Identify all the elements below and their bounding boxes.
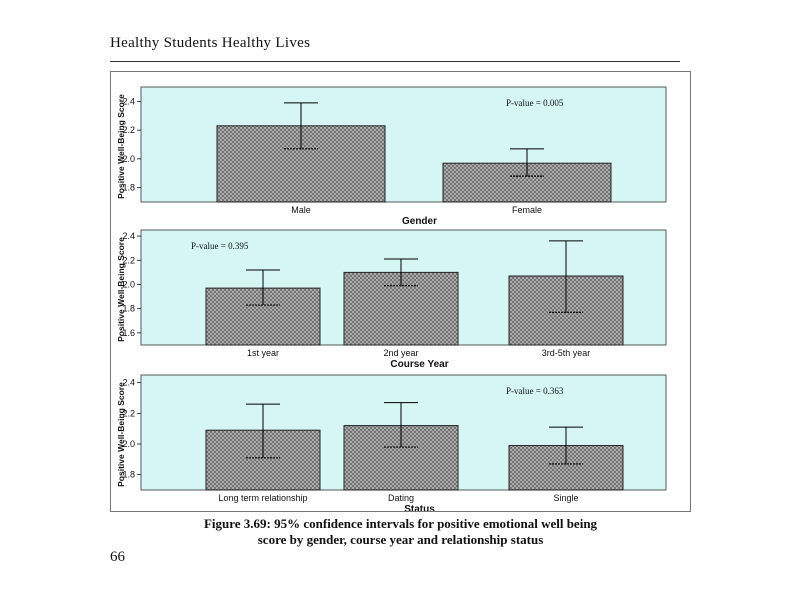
y-tick-label: 2.2 bbox=[122, 408, 135, 418]
figure-charts: 1.8 2.0 2.2 2.4 Male Female Gender Positive Wel… bbox=[116, 86, 667, 511]
bar-1st-year bbox=[205, 287, 321, 346]
y-tick-label: 2.2 bbox=[122, 255, 135, 265]
y-axis-title: Positive Well-Being Score bbox=[116, 382, 126, 487]
y-tick-label: 2.0 bbox=[122, 279, 135, 289]
x-tick-label: Single bbox=[553, 493, 578, 503]
x-tick-label: 2nd year bbox=[383, 348, 418, 358]
y-axis-title: Positive Well-Being Score bbox=[116, 94, 126, 199]
x-tick-label: Long term relationship bbox=[218, 493, 307, 503]
header-rule bbox=[110, 61, 680, 62]
x-tick-label: 3rd-5th year bbox=[542, 348, 591, 358]
y-tick-label: 2.4 bbox=[122, 96, 135, 106]
y-tick-label: 2.4 bbox=[122, 378, 135, 388]
y-tick-label: 1.8 bbox=[122, 470, 135, 480]
figure-caption-line-1: Figure 3.69: 95% confidence intervals fo… bbox=[203, 516, 598, 531]
y-tick-label: 2.0 bbox=[122, 154, 135, 164]
y-tick-label: 1.8 bbox=[122, 304, 135, 314]
y-tick-label: 2.2 bbox=[122, 125, 135, 135]
figure-caption-line-2: score by gender, course year and relatio… bbox=[257, 532, 544, 547]
p-value-annotation: P-value = 0.395 bbox=[191, 241, 249, 251]
x-axis-title: Gender bbox=[402, 216, 437, 227]
chart-panel-2: 1.6 1.8 2.0 2.2 2.4 1st year 2nd year 3rd-5th y… bbox=[116, 229, 667, 370]
x-tick-label: Male bbox=[291, 205, 311, 215]
y-axis-title: Positive Well-Being Score bbox=[116, 237, 126, 342]
x-axis-title: Status bbox=[404, 504, 435, 511]
p-value-annotation: P-value = 0.363 bbox=[506, 386, 564, 396]
p-value-annotation: P-value = 0.005 bbox=[506, 98, 564, 108]
page-number: 66 bbox=[110, 549, 125, 565]
x-tick-label: 1st year bbox=[247, 348, 279, 358]
y-tick-label: 1.8 bbox=[122, 183, 135, 193]
figure-caption: Figure 3.69: 95% confidence intervals fo… bbox=[110, 516, 691, 548]
x-axis-title: Course Year bbox=[390, 359, 448, 370]
x-tick-label: Dating bbox=[388, 493, 414, 503]
chart-panel-3: 1.8 2.0 2.2 2.4 Long term relationship Dating… bbox=[116, 374, 667, 511]
y-tick-label: 2.4 bbox=[122, 231, 135, 241]
y-tick-label: 2.0 bbox=[122, 439, 135, 449]
x-tick-label: Female bbox=[512, 205, 542, 215]
running-header: Healthy Students Healthy Lives bbox=[110, 35, 311, 51]
chart-panel-1: 1.8 2.0 2.2 2.4 Male Female Gender Positive Wel… bbox=[116, 86, 667, 227]
figure-frame: 1.8 2.0 2.2 2.4 Male Female Gender Positive Wel… bbox=[110, 71, 691, 512]
y-tick-label: 1.6 bbox=[122, 328, 135, 338]
